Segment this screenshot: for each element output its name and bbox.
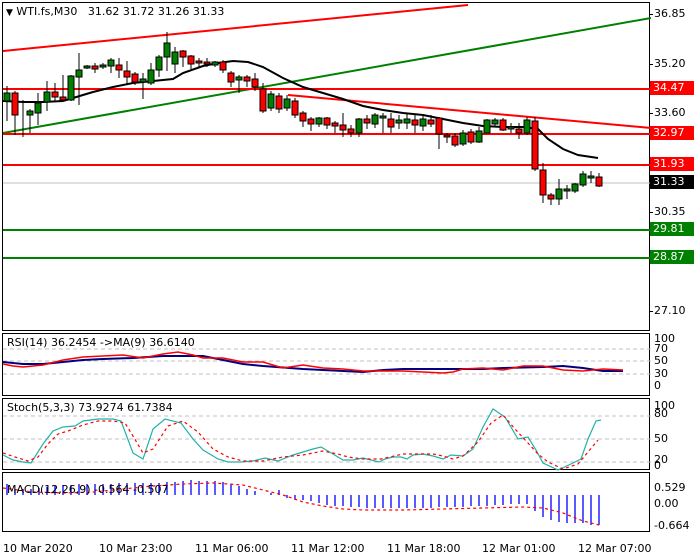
stochastic-canvas	[3, 408, 651, 471]
level-tag-28-87: 28.87	[650, 250, 694, 264]
stoch-tick: 20	[654, 453, 668, 466]
rsi-canvas	[3, 348, 651, 375]
macd-tick: 0.00	[654, 497, 679, 510]
macd-canvas	[3, 480, 600, 526]
time-label: 11 Mar 06:00	[195, 542, 269, 555]
stoch-tick: 0	[654, 459, 661, 472]
rsi-tick: 30	[654, 367, 668, 380]
price-tick: 30.35	[654, 205, 686, 218]
stoch-tick: 50	[654, 432, 668, 445]
level-tag-34-47: 34.47	[650, 81, 694, 95]
macd-axis: 0.529 0.00 -0.664	[650, 472, 700, 532]
time-label: 12 Mar 01:00	[482, 542, 556, 555]
symbol-header[interactable]: ▼ WTI.fs,M30 31.62 31.72 31.26 31.33	[6, 5, 224, 18]
stoch-tick: 80	[654, 407, 668, 420]
rsi-label: RSI(14) 36.2454 ->MA(9) 36.6140	[7, 336, 195, 349]
current-price-tag: 31.33	[650, 175, 694, 189]
rsi-axis: 100 70 50 30 0	[650, 333, 700, 396]
level-tag-31-93: 31.93	[650, 157, 694, 171]
rsi-tick: 50	[654, 354, 668, 367]
rsi-pane[interactable]: RSI(14) 36.2454 ->MA(9) 36.6140	[2, 333, 651, 396]
candles	[3, 32, 603, 205]
price-axis[interactable]: 36.85 35.20 33.60 30.35 27.10 34.47 32.9…	[650, 2, 700, 331]
time-label: 11 Mar 12:00	[291, 542, 365, 555]
time-label: 11 Mar 18:00	[387, 542, 461, 555]
price-tick: 27.10	[654, 304, 686, 317]
stochastic-axis: 100 80 50 20 0	[650, 398, 700, 472]
stoch-tick: 100	[654, 399, 675, 412]
stochastic-pane[interactable]: Stoch(5,3,3) 73.9274 61.7384	[2, 398, 651, 471]
rsi-tick: 0	[654, 379, 661, 392]
level-tag-32-97: 32.97	[650, 126, 694, 140]
triangle-down-icon[interactable]: ▼	[6, 8, 13, 18]
time-label: 12 Mar 07:00	[578, 542, 652, 555]
level-tag-29-81: 29.81	[650, 222, 694, 236]
price-chart-canvas	[3, 4, 651, 259]
rsi-tick: 100	[654, 332, 675, 345]
time-label: 10 Mar 23:00	[99, 542, 173, 555]
price-tick: 33.60	[654, 106, 686, 119]
rsi-tick: 70	[654, 342, 668, 355]
price-chart-pane[interactable]: ▼ WTI.fs,M30 31.62 31.72 31.26 31.33	[2, 2, 651, 331]
macd-tick: 0.529	[654, 481, 686, 494]
time-label: 10 Mar 2020	[3, 542, 73, 555]
price-tick: 35.20	[654, 57, 686, 70]
macd-label: MACD(12,26,9) -0.564 -0.507	[7, 483, 169, 496]
stochastic-label: Stoch(5,3,3) 73.9274 61.7384	[7, 401, 173, 414]
macd-pane[interactable]: MACD(12,26,9) -0.564 -0.507	[2, 472, 650, 532]
symbol-label: WTI.fs,M30	[16, 5, 78, 18]
price-tick: 36.85	[654, 7, 686, 20]
ohlc-values: 31.62 31.72 31.26 31.33	[87, 5, 225, 18]
macd-tick: -0.664	[654, 519, 690, 532]
